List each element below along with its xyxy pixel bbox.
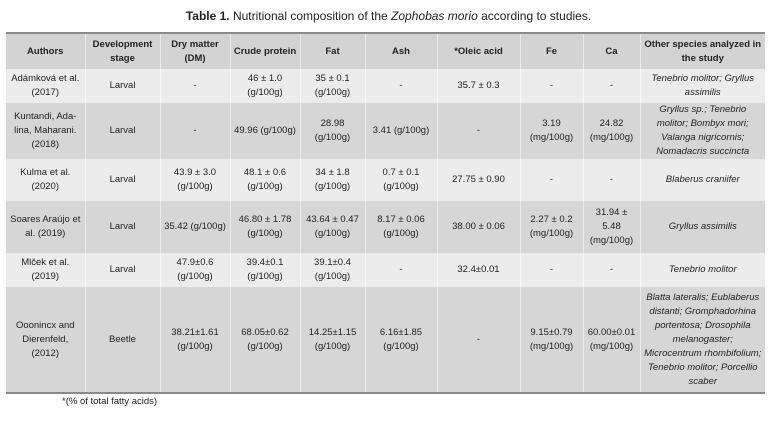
cell-fe: - bbox=[519, 253, 583, 287]
cell-other: Gryllus assimilis bbox=[639, 201, 765, 253]
nutrition-table: Authors Development stage Dry matter (DM… bbox=[6, 32, 765, 394]
cell-fat: 14.25±1.15 (g/100g) bbox=[299, 287, 365, 393]
header-other: Other species analyzed in the study bbox=[639, 33, 765, 69]
cell-oleic: 27.75 ± 0.90 bbox=[436, 159, 520, 201]
table-row: Mlček et al. (2019) Larval 47.9±0.6 (g/100… bbox=[6, 253, 765, 287]
header-ca: Ca bbox=[582, 33, 640, 69]
cell-cp: 39.4±0.1 (g/100g) bbox=[229, 253, 300, 287]
cell-ca: - bbox=[582, 69, 640, 103]
cell-oleic: - bbox=[436, 287, 520, 393]
cell-authors: Soares Araújo et al. (2019) bbox=[10, 214, 81, 239]
header-cp: Crude protein bbox=[229, 33, 300, 69]
header-fat: Fat bbox=[299, 33, 365, 69]
cell-ash: 6.16±1.85 (g/100g) bbox=[364, 287, 437, 393]
footnote: *(% of total fatty acids) bbox=[62, 396, 158, 407]
cell-authors: Adámková et al. (2017) bbox=[11, 73, 80, 98]
header-row: Authors Development stage Dry matter (DM… bbox=[6, 33, 765, 69]
table-row: Kuntandi, Ada-lina, Maharani. (2018) Larv… bbox=[6, 103, 765, 159]
caption-species: Zophobas morio bbox=[391, 9, 478, 23]
caption-text-end: according to studies. bbox=[477, 9, 592, 23]
cell-ash: 8.17 ± 0.06 (g/100g) bbox=[364, 201, 437, 253]
cell-ca: 60.00±0.01 (mg/100g) bbox=[582, 287, 640, 393]
cell-fat: 34 ± 1.8 (g/100g) bbox=[299, 159, 365, 201]
table-row: Soares Araújo et al. (2019) Larval 35.42 (… bbox=[6, 201, 765, 253]
cell-ash: - bbox=[364, 69, 437, 103]
cell-other: Tenebrio molitor; Gryllus assimilis bbox=[639, 69, 765, 103]
cell-stage: Larval bbox=[84, 103, 160, 159]
cell-fat: 39.1±0.4 (g/100g) bbox=[299, 253, 365, 287]
cell-dm: 47.9±0.6 (g/100g) bbox=[159, 253, 230, 287]
table-row: Kulma et al. (2020) Larval 43.9 ± 3.0 (g/1… bbox=[6, 159, 765, 201]
cell-cp: 68.05±0.62 (g/100g) bbox=[229, 287, 300, 393]
cell-authors: Kulma et al. (2020) bbox=[20, 167, 71, 192]
cell-oleic: 32.4±0.01 bbox=[436, 253, 520, 287]
cell-fe: - bbox=[519, 69, 583, 103]
cell-oleic: - bbox=[436, 103, 520, 159]
header-dm: Dry matter (DM) bbox=[159, 33, 230, 69]
cell-oleic: 38.00 ± 0.06 bbox=[436, 201, 520, 253]
cell-ca: 31.94 ± 5.48 (mg/100g) bbox=[582, 201, 640, 253]
cell-cp: 48.1 ± 0.6 (g/100g) bbox=[229, 159, 300, 201]
cell-ca: - bbox=[582, 159, 640, 201]
table-caption: Table 1. Nutritional composition of the … bbox=[0, 9, 777, 23]
cell-other: Blatta lateralis; Eublaberus distanti; G… bbox=[639, 287, 765, 393]
header-fe: Fe bbox=[519, 33, 583, 69]
cell-ash: 0.7 ± 0.1 (g/100g) bbox=[364, 159, 437, 201]
cell-ash: - bbox=[364, 253, 437, 287]
cell-fat: 43.64 ± 0.47 (g/100g) bbox=[299, 201, 365, 253]
cell-other: Gryllus sp.; Tenebrio molitor; Bombyx mo… bbox=[639, 103, 765, 159]
cell-fe: 9.15±0.79 (mg/100g) bbox=[519, 287, 583, 393]
cell-dm: 35.42 (g/100g) bbox=[159, 201, 230, 253]
cell-stage: Larval bbox=[84, 159, 160, 201]
caption-text: Nutritional composition of the bbox=[229, 9, 392, 23]
cell-authors: Mlček et al. (2019) bbox=[21, 257, 70, 282]
cell-authors: Ooonincx and Dierenfeld, (2012) bbox=[15, 319, 75, 359]
cell-fat: 35 ± 0.1 (g/100g) bbox=[299, 69, 365, 103]
cell-dm: 38.21±1.61 (g/100g) bbox=[159, 287, 230, 393]
cell-ca: 24.82 (mg/100g) bbox=[582, 103, 640, 159]
cell-cp: 46.80 ± 1.78 (g/100g) bbox=[229, 201, 300, 253]
cell-fe: 2.27 ± 0.2 (mg/100g) bbox=[519, 201, 583, 253]
caption-label: Table 1. bbox=[185, 9, 230, 23]
cell-stage: Larval bbox=[84, 253, 160, 287]
table-row: Adámková et al. (2017) Larval -46 ± 1.0 (g… bbox=[6, 69, 765, 103]
cell-authors: Kuntandi, Ada-lina, Maharani. (2018) bbox=[14, 111, 77, 150]
cell-dm: - bbox=[159, 103, 230, 159]
cell-cp: 49.96 (g/100g) bbox=[229, 103, 300, 159]
table-row: Ooonincx and Dierenfeld, (2012) Beetle 38.… bbox=[6, 287, 765, 393]
cell-fat: 28.98 (g/100g) bbox=[299, 103, 365, 159]
cell-stage: Larval bbox=[84, 69, 160, 103]
header-oleic: *Oleic acid bbox=[436, 33, 520, 69]
cell-dm: 43.9 ± 3.0 (g/100g) bbox=[159, 159, 230, 201]
header-authors: Authors bbox=[27, 45, 64, 57]
header-ash: Ash bbox=[364, 33, 437, 69]
cell-cp: 46 ± 1.0 (g/100g) bbox=[229, 69, 300, 103]
cell-fe: 3.19 (mg/100g) bbox=[519, 103, 583, 159]
cell-other: Tenebrio molitor bbox=[639, 253, 765, 287]
cell-stage: Larval bbox=[84, 201, 160, 253]
cell-dm: - bbox=[159, 69, 230, 103]
cell-ash: 3.41 (g/100g) bbox=[364, 103, 437, 159]
cell-other: Blaberus craniifer bbox=[639, 159, 765, 201]
cell-ca: - bbox=[582, 253, 640, 287]
cell-oleic: 35.7 ± 0.3 bbox=[436, 69, 520, 103]
cell-fe: - bbox=[519, 159, 583, 201]
cell-stage: Beetle bbox=[84, 287, 160, 393]
header-stage: Development stage bbox=[84, 33, 160, 69]
